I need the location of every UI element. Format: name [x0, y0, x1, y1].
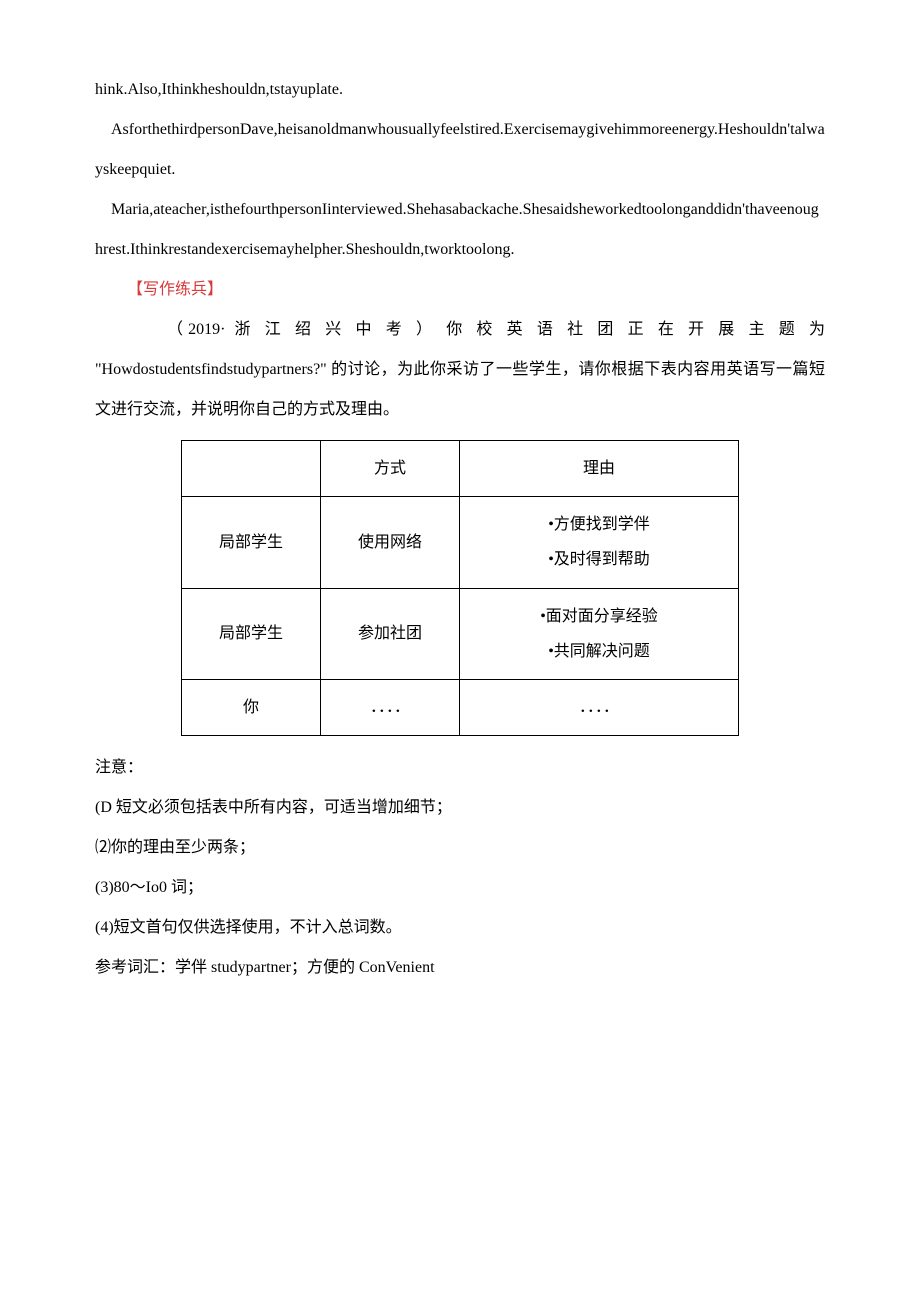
note-line: 参考词汇：学伴 studypartner；方便的 ConVenient [95, 948, 825, 988]
table-cell: ．．．． [321, 679, 460, 735]
document-page: hink.Also,Ithinkheshouldn,tstayuplate. A… [0, 0, 920, 1048]
prompt-line-2: "Howdostudentsfindstudypartners?" 的讨论，为此… [95, 350, 825, 430]
table-cell: 使用网络 [321, 497, 460, 588]
notes-block: 注意： (D 短文必须包括表中所有内容，可适当增加细节； ⑵你的理由至少两条； … [95, 748, 825, 988]
section-heading: 【写作练兵】 [95, 270, 825, 310]
table-cell: 局部学生 [182, 497, 321, 588]
table-cell: ．．．． [460, 679, 739, 735]
note-line: 注意： [95, 748, 825, 788]
body-paragraph-1: hink.Also,Ithinkheshouldn,tstayuplate. [95, 70, 825, 110]
table-row: 局部学生 参加社团 •面对面分享经验 •共同解决问题 [182, 588, 739, 679]
table-row: 局部学生 使用网络 •方便找到学伴 •及时得到帮助 [182, 497, 739, 588]
note-line: ⑵你的理由至少两条； [95, 828, 825, 868]
table-header-cell: 理由 [460, 441, 739, 497]
note-line: (4)短文首句仅供选择使用，不计入总词数。 [95, 908, 825, 948]
methods-table: 方式 理由 局部学生 使用网络 •方便找到学伴 •及时得到帮助 局部学生 参加社… [181, 440, 739, 736]
table-header-cell [182, 441, 321, 497]
table-row: 方式 理由 [182, 441, 739, 497]
body-paragraph-3: Maria,ateacher,isthefourthpersonIintervi… [95, 190, 825, 270]
table-cell: •面对面分享经验 •共同解决问题 [460, 588, 739, 679]
prompt-line-1: （2019· 浙 江 绍 兴 中 考 ） 你 校 英 语 社 团 正 在 开 展… [95, 310, 825, 350]
note-line: (D 短文必须包括表中所有内容，可适当增加细节； [95, 788, 825, 828]
table-cell: 参加社团 [321, 588, 460, 679]
table-cell: •方便找到学伴 •及时得到帮助 [460, 497, 739, 588]
table-cell: 你 [182, 679, 321, 735]
table-row: 你 ．．．． ．．．． [182, 679, 739, 735]
note-line: (3)80～Io0 词； [95, 868, 825, 908]
body-paragraph-2: AsforthethirdpersonDave,heisanoldmanwhou… [95, 110, 825, 190]
table-cell: 局部学生 [182, 588, 321, 679]
table-header-cell: 方式 [321, 441, 460, 497]
